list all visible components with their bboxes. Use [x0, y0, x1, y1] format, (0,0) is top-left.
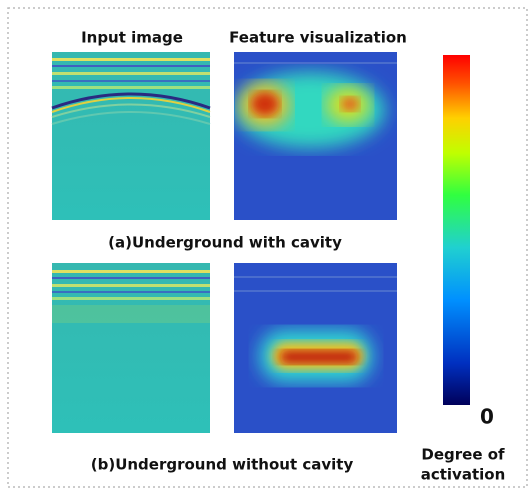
- feature-image-a: [234, 52, 397, 220]
- feature-image-b: [234, 263, 397, 433]
- colorbar-min-label: 0: [480, 405, 494, 429]
- colorbar: [443, 55, 470, 405]
- caption-a: (a)Underground with cavity: [108, 234, 342, 252]
- figure: Input image Feature visualization (a)Und…: [0, 0, 532, 494]
- page: Input image Feature visualization (a)Und…: [0, 0, 532, 494]
- input-image-a: [52, 52, 210, 220]
- feature-label: Feature visualization: [229, 29, 407, 47]
- caption-b: (b)Underground without cavity: [91, 456, 354, 474]
- input-label: Input image: [81, 29, 183, 47]
- colorbar-title: activation: [421, 466, 506, 484]
- input-image-b: [52, 263, 210, 433]
- colorbar-title: Degree of: [421, 446, 505, 464]
